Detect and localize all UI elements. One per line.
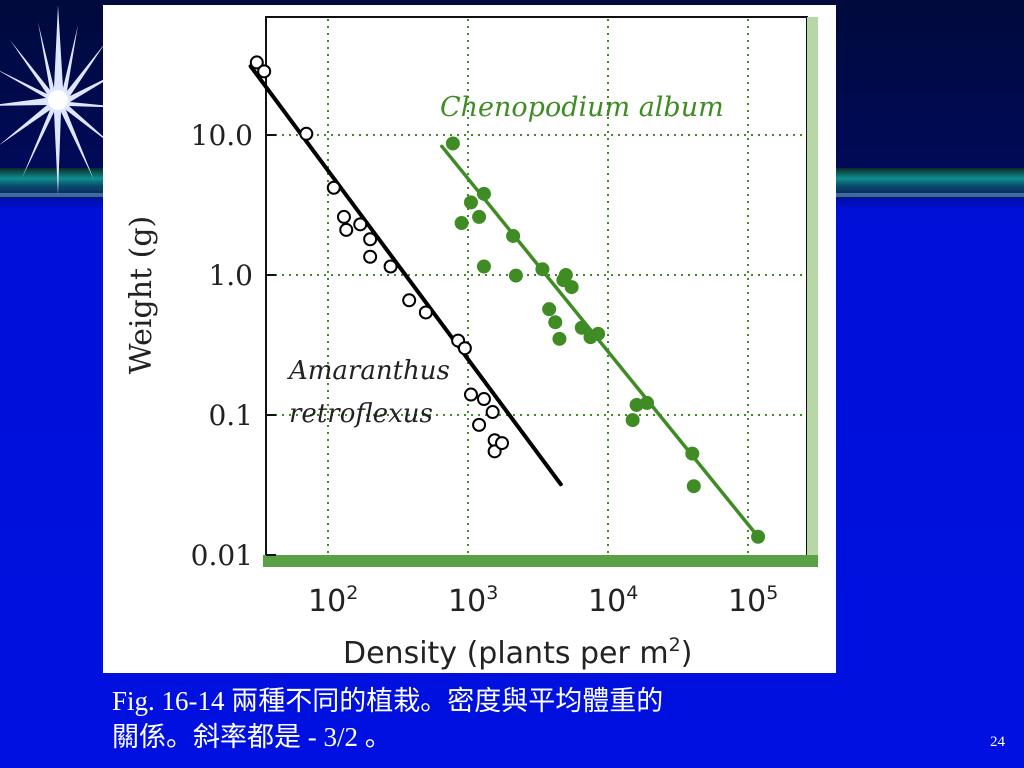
x-tick-label: 104 <box>588 582 638 619</box>
amaranthus-point <box>495 436 510 451</box>
grid-lines <box>268 19 806 553</box>
chenopodium-point <box>548 315 563 330</box>
green-bottom-axis <box>263 555 818 567</box>
figure-panel: 10.0 1.0 0.1 0.01 102 103 104 105 Chenopodium … <box>103 5 836 673</box>
y-tick-label: 10.0 <box>191 119 253 152</box>
x-axis-title-main: Density (plants per m <box>343 636 669 671</box>
series-label-chenopodium: Chenopodium album <box>440 92 724 123</box>
amaranthus-point <box>383 259 398 274</box>
x-tick-label: 102 <box>308 582 358 619</box>
amaranthus-point <box>363 249 378 264</box>
chenopodium-point <box>542 302 557 317</box>
chenopodium-point <box>476 186 491 201</box>
chenopodium-point <box>552 331 567 346</box>
page-number: 24 <box>990 734 1005 750</box>
amaranthus-point <box>326 180 341 195</box>
amaranthus-point <box>353 217 368 232</box>
x-tick-label: 103 <box>448 582 498 619</box>
chenopodium-point <box>454 216 469 231</box>
amaranthus-point <box>363 232 378 247</box>
chenopodium-point <box>445 136 460 151</box>
x-tick-exponent: 3 <box>486 582 498 604</box>
figure-caption: Fig. 16-14 兩種不同的植栽。密度與平均體重的 關係。斜率都是 - 3/… <box>112 683 892 755</box>
series-label-amaranthus-line2: retroflexus <box>289 399 433 429</box>
starburst-icon <box>0 5 130 195</box>
amaranthus-point <box>463 387 478 402</box>
x-axis-ticks: 102 103 104 105 <box>308 582 778 619</box>
density-weight-chart: 10.01.00.10.01 102 103 104 105 Chenopodium … <box>124 16 818 671</box>
caption-line-1: Fig. 16-14 兩種不同的植栽。密度與平均體重的 <box>112 686 664 716</box>
green-right-axis <box>807 17 818 567</box>
chenopodium-point <box>751 529 766 544</box>
data-series <box>248 55 766 544</box>
chenopodium-point <box>640 395 655 410</box>
chenopodium-point <box>625 413 640 428</box>
x-tick-base: 10 <box>588 584 626 619</box>
y-tick-label: 1.0 <box>208 259 253 292</box>
amaranthus-point <box>418 305 433 320</box>
x-axis-title: Density (plants per m2) <box>343 634 692 671</box>
chenopodium-point <box>685 446 700 461</box>
amaranthus-point <box>457 341 472 356</box>
x-tick-base: 10 <box>728 584 766 619</box>
amaranthus-point <box>472 417 487 432</box>
amaranthus-point <box>402 293 417 308</box>
y-tick-label: 0.01 <box>191 539 253 572</box>
x-tick-exponent: 4 <box>626 582 638 604</box>
amaranthus-point <box>257 64 272 79</box>
series-label-amaranthus-line1: Amaranthus <box>287 356 450 386</box>
amaranthus-point <box>485 405 500 420</box>
x-axis-title-close: ) <box>681 636 693 671</box>
amaranthus-point <box>336 209 351 224</box>
amaranthus-point <box>249 55 264 70</box>
x-axis-title-sup: 2 <box>669 634 681 656</box>
chenopodium-point <box>535 262 550 277</box>
y-axis-title: Weight (g) <box>124 216 159 374</box>
caption-line-2: 關係。斜率都是 - 3/2 。 <box>112 722 392 752</box>
chenopodium-point <box>558 268 573 282</box>
x-tick-exponent: 2 <box>346 582 358 604</box>
chenopodium-point <box>472 209 487 224</box>
amaranthus-point <box>299 126 314 141</box>
x-tick-base: 10 <box>308 584 346 619</box>
y-tick-label: 0.1 <box>208 399 253 432</box>
chenopodium-point <box>564 280 579 295</box>
chenopodium-point <box>574 320 589 335</box>
amaranthus-point <box>476 392 491 407</box>
chenopodium-point <box>686 479 701 494</box>
chenopodium-point <box>463 195 478 210</box>
chenopodium-point <box>506 228 521 243</box>
chenopodium-point <box>591 326 606 341</box>
chenopodium-point <box>508 268 523 283</box>
chenopodium-fit-line <box>440 144 760 539</box>
x-tick-label: 105 <box>728 582 778 619</box>
chenopodium-point <box>476 259 491 274</box>
y-axis-ticks: 10.0 1.0 0.1 0.01 <box>191 119 276 572</box>
x-tick-base: 10 <box>448 584 486 619</box>
amaranthus-point <box>339 222 354 237</box>
x-tick-exponent: 5 <box>766 582 778 604</box>
